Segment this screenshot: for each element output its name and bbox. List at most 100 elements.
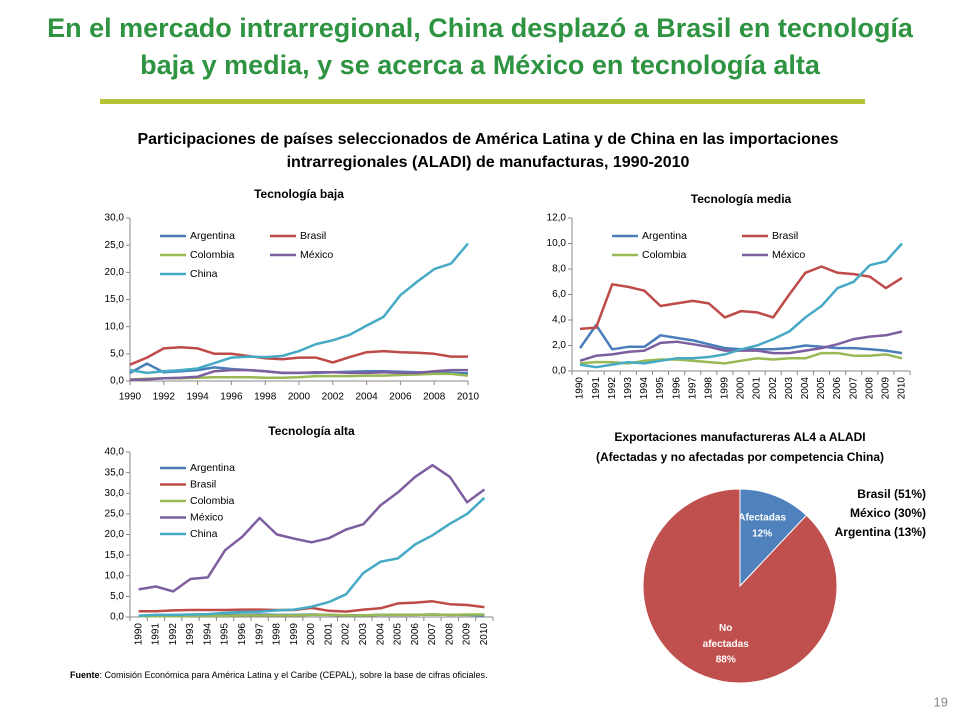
series-line <box>579 265 903 331</box>
x-tick-label: 2010 <box>479 623 490 646</box>
series-line <box>129 368 468 382</box>
series-line <box>129 242 469 375</box>
footnote-text: : Comisión Económica para América Latina… <box>100 670 488 680</box>
x-tick-label: 1993 <box>185 623 196 646</box>
footnote-label: Fuente <box>70 670 100 680</box>
y-tick-label: 10,0 <box>105 321 125 332</box>
y-tick-label: 2,0 <box>552 340 566 351</box>
x-tick-label: 1995 <box>220 623 231 646</box>
pie-slice <box>642 488 838 684</box>
annotation: México (30%) <box>850 506 926 520</box>
y-tick-label: 30,0 <box>105 213 125 224</box>
x-tick-label: 1992 <box>607 377 618 400</box>
x-tick-label: 2003 <box>784 377 795 400</box>
x-tick-label: 2004 <box>375 623 386 646</box>
x-tick-label: 1994 <box>639 377 650 400</box>
y-tick-label: 25,0 <box>105 240 125 251</box>
x-tick-label: 2008 <box>423 392 446 403</box>
x-tick-label: 1996 <box>220 392 243 403</box>
y-tick-label: 40,0 <box>105 447 125 458</box>
x-tick-label: 1991 <box>591 377 602 400</box>
x-tick-label: 2010 <box>457 392 480 403</box>
x-tick-label: 1991 <box>151 623 162 646</box>
series-line <box>138 496 486 618</box>
chart-title: (Afectadas y no afectadas por competenci… <box>596 450 884 464</box>
y-tick-label: 4,0 <box>552 315 566 326</box>
series-line <box>129 346 468 366</box>
x-tick-label: 2010 <box>897 377 908 400</box>
page-number: 19 <box>934 694 948 709</box>
x-tick-label: 1992 <box>168 623 179 646</box>
x-tick-label: 2005 <box>816 377 827 400</box>
x-tick-label: 2009 <box>880 377 891 400</box>
y-tick-label: 0,0 <box>110 376 124 387</box>
x-tick-label: 1990 <box>133 623 144 646</box>
y-tick-label: 0,0 <box>552 366 566 377</box>
legend-label: Brasil <box>300 230 326 242</box>
pie-slice <box>739 488 808 588</box>
subtitle: intrarregionales (ALADI) de manufacturas… <box>287 154 690 171</box>
legend-label: México <box>300 249 333 261</box>
y-tick-label: 25,0 <box>105 509 125 520</box>
y-tick-label: 20,0 <box>105 529 125 540</box>
y-tick-label: 0,0 <box>110 612 124 623</box>
series-line <box>138 613 485 618</box>
x-tick-label: 2006 <box>832 377 843 400</box>
legend-label: México <box>190 511 223 523</box>
slice-label: No afectadas <box>703 623 750 650</box>
x-tick-label: 1998 <box>254 392 277 403</box>
x-tick-label: 1998 <box>272 623 283 646</box>
x-tick-label: 1999 <box>289 623 300 646</box>
legend-label: China <box>190 268 218 280</box>
x-tick-label: 2004 <box>355 392 378 403</box>
legend-label: Argentina <box>190 462 235 474</box>
x-tick-label: 2007 <box>848 377 859 400</box>
x-tick-label: 1998 <box>703 377 714 400</box>
slice-value-label: 88% <box>716 655 736 666</box>
y-tick-label: 6,0 <box>552 289 566 300</box>
title-rule <box>100 99 865 104</box>
y-tick-label: 20,0 <box>105 267 125 278</box>
legend-label: China <box>190 528 218 540</box>
x-tick-label: 2001 <box>752 377 763 400</box>
series-line <box>579 242 903 369</box>
x-tick-label: 1993 <box>623 377 634 400</box>
x-tick-label: 1994 <box>202 623 213 646</box>
y-tick-label: 15,0 <box>105 294 125 305</box>
legend-label: Argentina <box>190 230 235 242</box>
x-tick-label: 2000 <box>736 377 747 400</box>
legend-label: Argentina <box>642 230 687 242</box>
y-tick-label: 10,0 <box>547 238 567 249</box>
y-tick-label: 5,0 <box>110 591 124 602</box>
chart-title: Tecnología media <box>691 192 792 206</box>
x-tick-label: 1997 <box>254 623 265 646</box>
x-tick-label: 1997 <box>687 377 698 400</box>
legend-label: Colombia <box>190 495 235 507</box>
legend-label: Brasil <box>190 478 216 490</box>
x-tick-label: 1990 <box>119 392 142 403</box>
y-tick-label: 10,0 <box>105 570 125 581</box>
slice-value-label: 12% <box>752 529 772 540</box>
legend-label: Colombia <box>190 249 235 261</box>
x-tick-label: 2003 <box>358 623 369 646</box>
legend-label: Brasil <box>772 230 798 242</box>
annotation: Brasil (51%) <box>857 487 926 501</box>
x-tick-label: 1996 <box>237 623 248 646</box>
y-tick-label: 5,0 <box>110 348 124 359</box>
slide-title: En el mercado intrarregional, China desp… <box>47 13 914 43</box>
x-tick-label: 2006 <box>410 623 421 646</box>
chart-title: Exportaciones manufactureras AL4 a ALADI <box>614 430 865 444</box>
x-tick-label: 2002 <box>341 623 352 646</box>
x-tick-label: 2008 <box>444 623 455 646</box>
legend-label: México <box>772 249 805 261</box>
x-tick-label: 2006 <box>389 392 412 403</box>
slide-title: baja y media, y se acerca a México en te… <box>140 50 821 80</box>
x-tick-label: 1990 <box>575 377 586 400</box>
y-tick-label: 15,0 <box>105 550 125 561</box>
x-tick-label: 1995 <box>655 377 666 400</box>
slice-label-line: afectadas <box>703 639 750 650</box>
chart-title: Tecnología baja <box>254 187 344 201</box>
annotation: Argentina (13%) <box>835 525 926 539</box>
x-tick-label: 2009 <box>462 623 473 646</box>
